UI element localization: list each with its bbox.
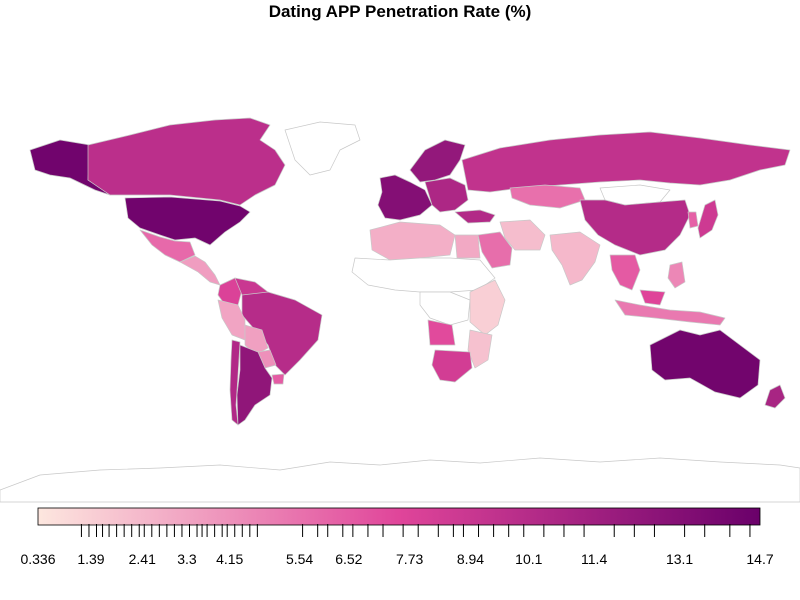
region-mozambique bbox=[467, 329, 493, 369]
region-eastern-europe bbox=[424, 177, 469, 213]
legend-tick-label: 8.94 bbox=[457, 551, 484, 567]
region-japan bbox=[697, 199, 719, 239]
region-argentina bbox=[236, 344, 273, 426]
legend-tick-label: 0.336 bbox=[20, 551, 55, 567]
legend-tick-label: 14.7 bbox=[746, 551, 773, 567]
region-mexico bbox=[139, 229, 196, 263]
legend-tick-labels: 0.336 1.39 2.41 3.3 4.15 5.54 6.52 7.73 8.94 10.1… bbox=[20, 551, 773, 567]
region-kazakhstan bbox=[509, 184, 586, 209]
region-central-america bbox=[179, 255, 221, 286]
region-usa bbox=[124, 196, 251, 246]
legend-tick-label: 5.54 bbox=[286, 551, 313, 567]
region-egypt bbox=[454, 234, 481, 259]
region-australia bbox=[649, 329, 761, 399]
region-indonesia bbox=[614, 299, 726, 326]
region-antarctica bbox=[0, 457, 800, 503]
legend-tick-label: 6.52 bbox=[335, 551, 362, 567]
region-philippines bbox=[667, 261, 686, 289]
legend-tick-label: 7.73 bbox=[396, 551, 423, 567]
legend-color-bar bbox=[37, 507, 761, 526]
region-new-zealand bbox=[764, 384, 786, 409]
legend-tick-label: 2.41 bbox=[129, 551, 156, 567]
legend-tick-label: 10.1 bbox=[515, 551, 542, 567]
countries-layer bbox=[0, 117, 800, 503]
legend-tick-label: 1.39 bbox=[77, 551, 104, 567]
region-angola bbox=[427, 319, 456, 346]
region-sahel bbox=[351, 257, 496, 293]
region-southeast-asia bbox=[609, 254, 641, 291]
legend-tick-label: 4.15 bbox=[216, 551, 243, 567]
color-legend: 0.336 1.39 2.41 3.3 4.15 5.54 6.52 7.73 8.94 10.1… bbox=[20, 507, 774, 567]
region-east-africa bbox=[469, 279, 506, 336]
region-scandinavia bbox=[409, 139, 466, 183]
region-western-europe bbox=[377, 174, 433, 221]
region-korea bbox=[687, 211, 699, 229]
region-china bbox=[579, 199, 691, 256]
region-central-africa bbox=[419, 291, 471, 326]
legend-tick-label: 13.1 bbox=[666, 551, 693, 567]
legend-tick-label: 11.4 bbox=[581, 551, 607, 567]
region-uruguay bbox=[271, 373, 285, 385]
region-south-africa bbox=[431, 349, 473, 383]
legend-rug-ticks bbox=[80, 524, 751, 537]
legend-tick-label: 3.3 bbox=[177, 551, 197, 567]
region-iran bbox=[499, 219, 546, 251]
region-greenland bbox=[284, 121, 361, 176]
region-peru bbox=[217, 299, 246, 341]
region-alaska bbox=[29, 139, 111, 196]
region-north-africa bbox=[369, 221, 456, 261]
map-title: Dating APP Penetration Rate (%) bbox=[268, 2, 532, 21]
region-canada bbox=[87, 117, 286, 206]
region-india bbox=[549, 231, 601, 286]
region-malaysia bbox=[639, 289, 666, 306]
region-saudi-arabia bbox=[477, 231, 513, 269]
region-turkey bbox=[454, 209, 496, 224]
region-russia bbox=[461, 131, 791, 193]
